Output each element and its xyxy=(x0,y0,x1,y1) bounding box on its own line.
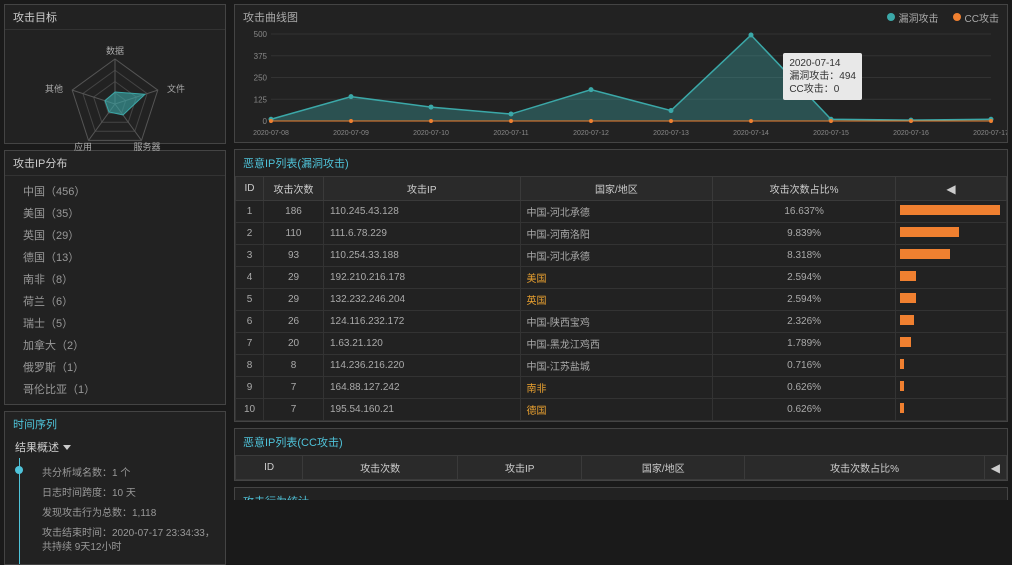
table-header: ◀ xyxy=(896,177,1007,201)
svg-text:375: 375 xyxy=(254,52,268,61)
svg-text:2020-07-09: 2020-07-09 xyxy=(333,130,369,137)
timeline-panel: 时间序列 结果概述 共分析域名数：1 个日志时间跨度：10 天发现攻击行为总数：… xyxy=(4,411,226,565)
svg-text:服务器: 服务器 xyxy=(133,141,160,152)
svg-text:应用: 应用 xyxy=(74,141,92,152)
svg-text:2020-07-12: 2020-07-12 xyxy=(573,130,609,137)
table-row[interactable]: 97164.88.127.242南非0.626% xyxy=(236,377,1007,399)
timeline-line: 共分析域名数：1 个 xyxy=(42,464,215,484)
table-row[interactable]: 88114.236.216.220中国-江苏盐城0.716% xyxy=(236,355,1007,377)
table1-title: 恶意IP列表(漏洞攻击) xyxy=(235,150,1007,176)
attack-stats-panel: 攻击行为统计 远程代码执行漏洞攻击 41 条跨站脚本攻击(XSS) 29 条敏感… xyxy=(234,487,1008,500)
table-header: ID xyxy=(236,177,264,201)
svg-text:2020-07-14: 2020-07-14 xyxy=(733,130,769,137)
malicious-ip-vuln-panel: 恶意IP列表(漏洞攻击) ID攻击次数攻击IP国家/地区攻击次数占比% ◀ 118… xyxy=(234,149,1008,422)
table-header: 攻击次数 xyxy=(303,456,458,480)
line-chart[interactable]: 0 125 250 375 500 2020-07-08 2020-07-09 2020-07… xyxy=(235,29,1007,139)
table-header: 攻击IP xyxy=(458,456,582,480)
ip-dist-row[interactable]: 南非（8） xyxy=(5,268,225,290)
svg-text:2020-07-16: 2020-07-16 xyxy=(893,130,929,137)
table-row[interactable]: 393110.254.33.188中国-河北承德8.318% xyxy=(236,245,1007,267)
table-row[interactable]: 107195.54.160.21德国0.626% xyxy=(236,399,1007,421)
table-header: 国家/地区 xyxy=(520,177,713,201)
table-row[interactable]: 2110111.6.78.229中国-河南洛阳9.839% xyxy=(236,223,1007,245)
ip-dist-row[interactable]: 德国（13） xyxy=(5,246,225,268)
ip-dist-row[interactable]: 中国（456） xyxy=(5,180,225,202)
timeline-line: 攻击结束时间：2020-07-17 23:34:33，共持续 9天12小时 xyxy=(42,524,215,558)
svg-text:500: 500 xyxy=(254,30,268,39)
malicious-ip-vuln-table: ID攻击次数攻击IP国家/地区攻击次数占比% ◀ 1186110.245.43.1… xyxy=(235,176,1007,421)
svg-text:2020-07-10: 2020-07-10 xyxy=(413,130,449,137)
malicious-ip-cc-panel: 恶意IP列表(CC攻击) ID攻击次数攻击IP国家/地区攻击次数占比% ◀ xyxy=(234,428,1008,481)
timeline-subtitle[interactable]: 结果概述 xyxy=(5,436,225,458)
ip-dist-row[interactable]: 加拿大（2） xyxy=(5,334,225,356)
table-row[interactable]: 626124.116.232.172中国-陕西宝鸡2.326% xyxy=(236,311,1007,333)
ip-dist-row[interactable]: 英国（29） xyxy=(5,224,225,246)
svg-text:数据: 数据 xyxy=(106,45,124,56)
chevron-down-icon xyxy=(63,445,71,450)
table2-title: 恶意IP列表(CC攻击) xyxy=(235,429,1007,455)
line-chart-panel: 攻击曲线图 漏洞攻击 CC攻击 0 125 250 375 500 2020-07-08 2… xyxy=(234,4,1008,143)
radar-chart: 数据 文件 服务器 应用 其他 xyxy=(5,30,225,168)
table-header: 攻击次数占比% xyxy=(745,456,984,480)
radar-title: 攻击目标 xyxy=(5,5,225,30)
ip-distribution-panel: 攻击IP分布 中国（456）美国（35）英国（29）德国（13）南非（8）荷兰（… xyxy=(4,150,226,405)
ip-dist-row[interactable]: 哥伦比亚（1） xyxy=(5,378,225,400)
svg-text:2020-07-13: 2020-07-13 xyxy=(653,130,689,137)
svg-text:其他: 其他 xyxy=(45,83,63,94)
timeline-line: 日志时间跨度：10 天 xyxy=(42,484,215,504)
table-row[interactable]: 429192.210.216.178美国2.594% xyxy=(236,267,1007,289)
table-header: 攻击次数占比% xyxy=(713,177,896,201)
timeline-title: 时间序列 xyxy=(5,412,225,436)
radar-panel: 攻击目标 数据 文件 服务器 应用 其他 xyxy=(4,4,226,144)
svg-text:250: 250 xyxy=(254,74,268,83)
table-header: 国家/地区 xyxy=(582,456,745,480)
chart-tooltip: 2020-07-14 漏洞攻击：494 CC攻击：0 xyxy=(783,53,862,100)
svg-text:2020-07-17: 2020-07-17 xyxy=(973,130,1007,137)
svg-text:125: 125 xyxy=(254,95,268,104)
ip-dist-row[interactable]: 瑞士（5） xyxy=(5,312,225,334)
ip-dist-row[interactable]: 俄罗斯（1） xyxy=(5,356,225,378)
table-row[interactable]: 529132.232.246.204英国2.594% xyxy=(236,289,1007,311)
collapse-arrow-icon[interactable]: ◀ xyxy=(946,182,955,196)
svg-text:2020-07-11: 2020-07-11 xyxy=(493,130,528,137)
svg-text:文件: 文件 xyxy=(167,83,185,94)
timeline-line: 发现攻击行为总数：1,118 xyxy=(42,504,215,524)
ip-dist-row[interactable]: 美国（35） xyxy=(5,202,225,224)
svg-text:2020-07-08: 2020-07-08 xyxy=(253,130,289,137)
table-row[interactable]: 7201.63.21.120中国-黑龙江鸡西1.789% xyxy=(236,333,1007,355)
table-header: 攻击IP xyxy=(324,177,521,201)
chart-title: 攻击曲线图 xyxy=(243,9,298,25)
table-header: 攻击次数 xyxy=(264,177,324,201)
table-row[interactable]: 1186110.245.43.128中国-河北承德16.637% xyxy=(236,201,1007,223)
table-header: ID xyxy=(236,456,303,480)
timeline-dot-icon xyxy=(15,466,23,474)
ip-dist-row[interactable]: 荷兰（6） xyxy=(5,290,225,312)
chart-legend: 漏洞攻击 CC攻击 xyxy=(887,9,999,25)
svg-text:2020-07-15: 2020-07-15 xyxy=(813,130,849,137)
svg-text:0: 0 xyxy=(263,117,268,126)
collapse-arrow-icon[interactable]: ◀ xyxy=(991,461,1000,475)
stats-title: 攻击行为统计 xyxy=(235,488,1007,500)
malicious-ip-cc-table: ID攻击次数攻击IP国家/地区攻击次数占比% ◀ xyxy=(235,455,1007,480)
